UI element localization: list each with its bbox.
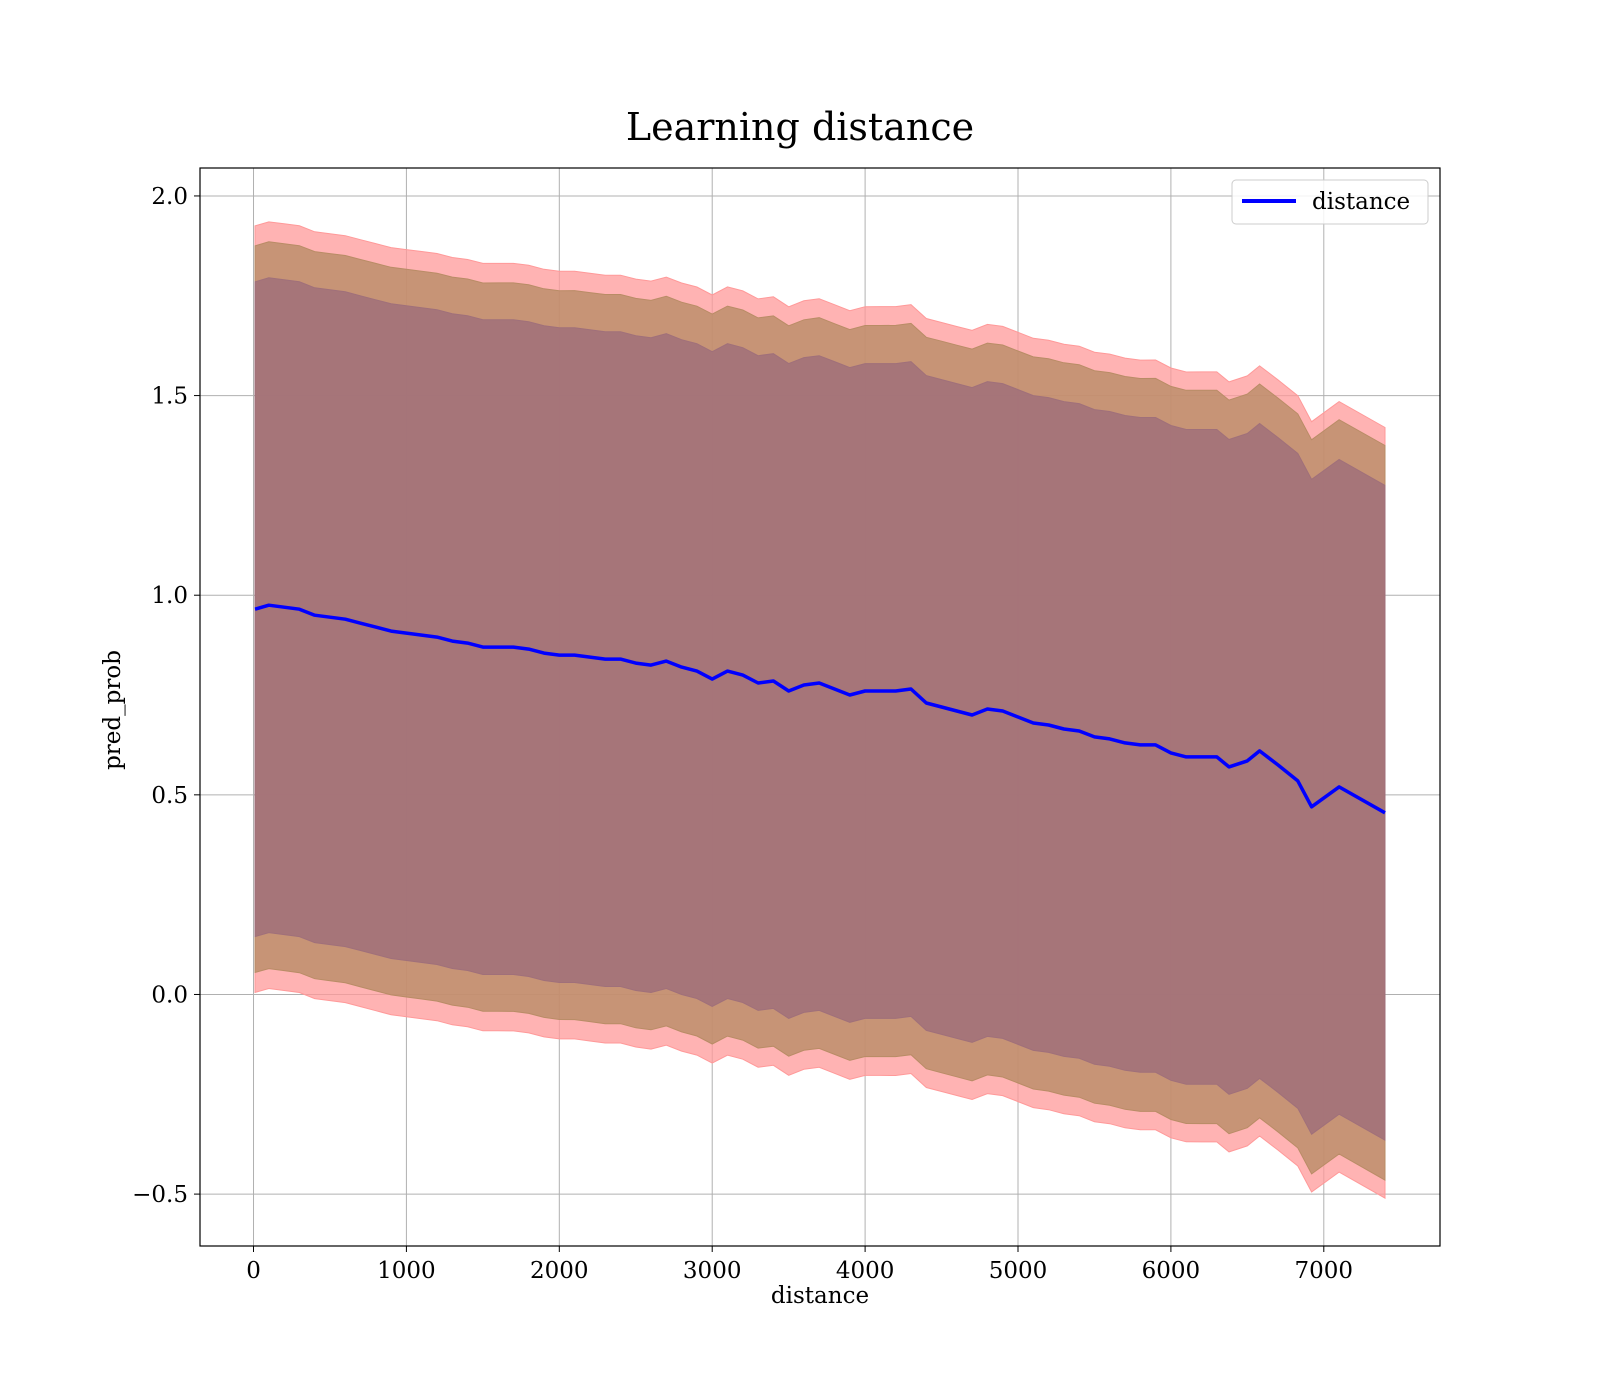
series-lines [254,603,1386,815]
x-tick-label-5: 5000 [989,1258,1048,1284]
y-tick-label-2: 0.5 [151,783,188,809]
y-tick-label-3: 1.0 [151,583,188,609]
x-tick-label-7: 7000 [1295,1258,1354,1284]
x-axis-ticks: 0 1000 2000 3000 4000 5000 6000 7000 [246,1246,1353,1284]
x-tick-label-4: 4000 [836,1258,895,1284]
y-axis-label: pred_prob [100,650,126,770]
x-tick-label-2: 2000 [530,1258,589,1284]
band-inner [254,277,1386,1142]
y-axis-ticks: −0.5 0.0 0.5 1.0 1.5 2.0 [132,184,200,1208]
x-tick-label-6: 6000 [1142,1258,1201,1284]
series-line-distance [254,603,1386,815]
y-tick-label-0: −0.5 [132,1182,188,1208]
legend-box [1231,179,1429,225]
confidence-bands [254,221,1386,1199]
chart-title: Learning distance [626,105,974,149]
legend: distance [1231,179,1429,225]
y-tick-label-4: 1.5 [151,384,188,410]
y-tick-label-5: 2.0 [151,184,188,210]
legend-entry-distance: distance [1312,189,1410,215]
x-axis-label: distance [771,1283,869,1309]
x-tick-label-0: 0 [246,1258,261,1284]
x-tick-label-1: 1000 [377,1258,436,1284]
plot-frame [199,167,1441,1247]
x-tick-label-3: 3000 [683,1258,742,1284]
y-tick-label-1: 0.0 [151,982,188,1008]
